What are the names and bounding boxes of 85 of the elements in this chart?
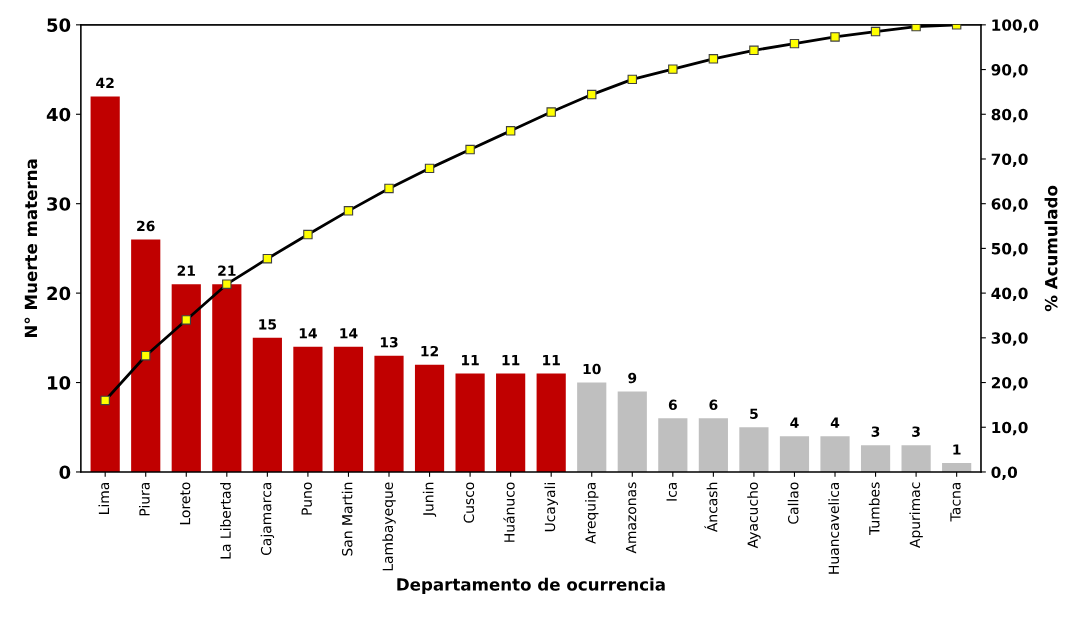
- x-tick-label: Lima: [98, 482, 110, 514]
- bar: [212, 284, 242, 472]
- y2-tick-label: 70,0: [991, 153, 1028, 167]
- data-label: 5: [750, 408, 758, 419]
- y2-tick-label: 40,0: [991, 287, 1028, 302]
- data-label: 3: [912, 426, 920, 437]
- bar: [739, 427, 769, 472]
- x-tick-label: Huancavelica: [828, 482, 840, 574]
- data-label: 4: [830, 417, 840, 428]
- x-axis-title: Departamento de ocurrencia: [397, 577, 665, 594]
- data-label: 26: [137, 220, 155, 232]
- y-tick-label: 40: [46, 107, 71, 122]
- data-label: 12: [421, 345, 439, 357]
- data-label: 10: [583, 363, 601, 375]
- y-tick-label: 50: [47, 18, 71, 32]
- y-tick-label: 20: [47, 286, 71, 301]
- data-label: 9: [628, 372, 637, 384]
- bar: [252, 337, 282, 472]
- bar: [536, 373, 566, 472]
- x-tick-label: Callao: [787, 482, 799, 524]
- data-label: 1: [953, 444, 961, 455]
- y2-tick-label: 20,0: [991, 377, 1028, 391]
- x-tick-label: Tacna: [950, 482, 961, 522]
- bar: [293, 346, 323, 472]
- bar: [90, 96, 120, 472]
- y2-axis-title: % Acumulado: [1044, 185, 1058, 312]
- data-label: 3: [871, 426, 880, 437]
- data-label: 11: [462, 355, 479, 366]
- x-tick-label: Amazonas: [625, 482, 637, 554]
- data-label: 42: [96, 77, 114, 88]
- bar: [658, 418, 688, 472]
- bar: [698, 418, 728, 472]
- data-label: 21: [177, 265, 195, 276]
- data-label: 6: [668, 399, 677, 411]
- bar: [901, 445, 931, 472]
- y-axis-title: N° Muerte materna: [24, 159, 38, 338]
- bar: [374, 355, 404, 472]
- x-tick-label: Áncash: [704, 482, 718, 533]
- bar: [820, 436, 850, 472]
- x-tick-label: Junin: [422, 482, 437, 517]
- y-tick-label: 10: [48, 376, 71, 390]
- x-tick-label: Cusco: [463, 482, 475, 523]
- bar: [171, 284, 201, 472]
- bar: [131, 239, 161, 472]
- x-tick-label: Puno: [301, 482, 312, 515]
- x-tick-label: Arequipa: [585, 482, 599, 544]
- y2-tick-label: 100,0: [992, 19, 1039, 33]
- y2-tick-label: 30,0: [991, 332, 1028, 346]
- data-label: 15: [259, 319, 277, 330]
- x-tick-label: Cajamarca: [260, 482, 275, 556]
- bar: [455, 373, 485, 472]
- y-tick-label: 30: [47, 197, 71, 211]
- x-tick-label: Tumbes: [868, 482, 880, 536]
- data-label: 14: [340, 328, 358, 339]
- bar: [496, 373, 526, 472]
- x-tick-label: Huánuco: [503, 482, 515, 542]
- data-label: 14: [299, 328, 317, 339]
- data-label: 4: [790, 417, 799, 428]
- bar: [333, 346, 364, 472]
- data-label: 11: [543, 355, 560, 366]
- x-tick-label: Ucayali: [544, 482, 558, 532]
- bar: [617, 391, 647, 472]
- x-tick-label: La Libertad: [220, 482, 231, 559]
- bar: [414, 364, 445, 472]
- x-tick-label: Loreto: [179, 482, 191, 525]
- y2-tick-label: 10,0: [992, 421, 1028, 436]
- data-label: 13: [380, 336, 398, 348]
- x-tick-label: San Martin: [341, 482, 353, 556]
- y2-tick-label: 50,0: [991, 242, 1028, 257]
- data-label: 21: [218, 265, 236, 276]
- y2-tick-label: 0,0: [991, 466, 1018, 480]
- data-label: 11: [502, 355, 520, 366]
- y2-tick-label: 80,0: [991, 108, 1028, 123]
- y2-tick-label: 60,0: [991, 198, 1028, 212]
- x-tick-label: Apurimac: [909, 482, 923, 548]
- x-tick-label: Ica: [666, 482, 677, 501]
- y2-tick-label: 90,0: [991, 64, 1028, 78]
- bar: [577, 382, 607, 472]
- x-tick-label: Ayacucho: [747, 482, 761, 549]
- bar: [860, 445, 891, 472]
- y-tick-label: 0: [59, 465, 71, 480]
- data-label: 6: [709, 399, 718, 411]
- x-tick-label: Piura: [139, 482, 150, 516]
- x-tick-label: Lambayeque: [382, 482, 396, 571]
- bar: [779, 436, 810, 472]
